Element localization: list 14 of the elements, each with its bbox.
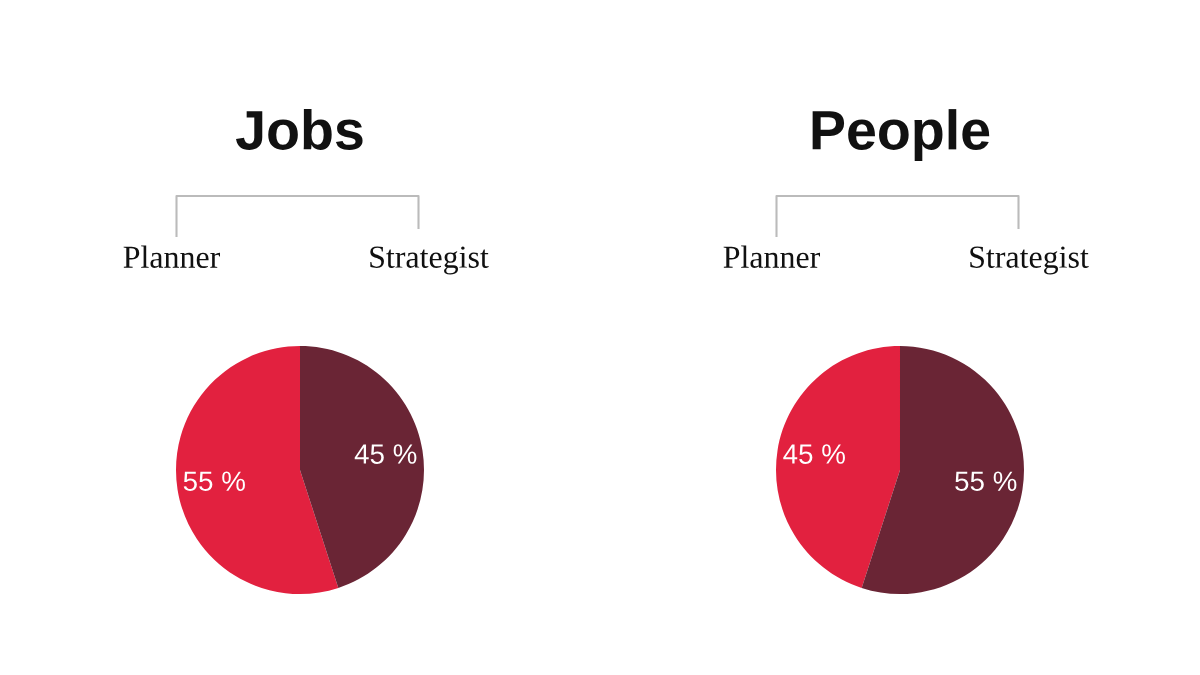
pie-slice [861,346,1024,594]
pie-slice [776,346,900,588]
chart-title: Jobs [236,109,363,150]
slice-label: Strategist [370,246,489,275]
slice-label: Planner [723,245,821,268]
data-label: 45 % [354,444,417,464]
data-label: 55 % [183,471,245,492]
slice-label: Planner [123,245,221,268]
data-label: 55 % [955,471,1017,492]
chart-title: People [812,109,990,161]
slice-label: Strategist [970,246,1089,275]
data-label: 45 % [783,444,845,464]
pie-slice [300,346,424,588]
pie-slice [176,346,339,594]
